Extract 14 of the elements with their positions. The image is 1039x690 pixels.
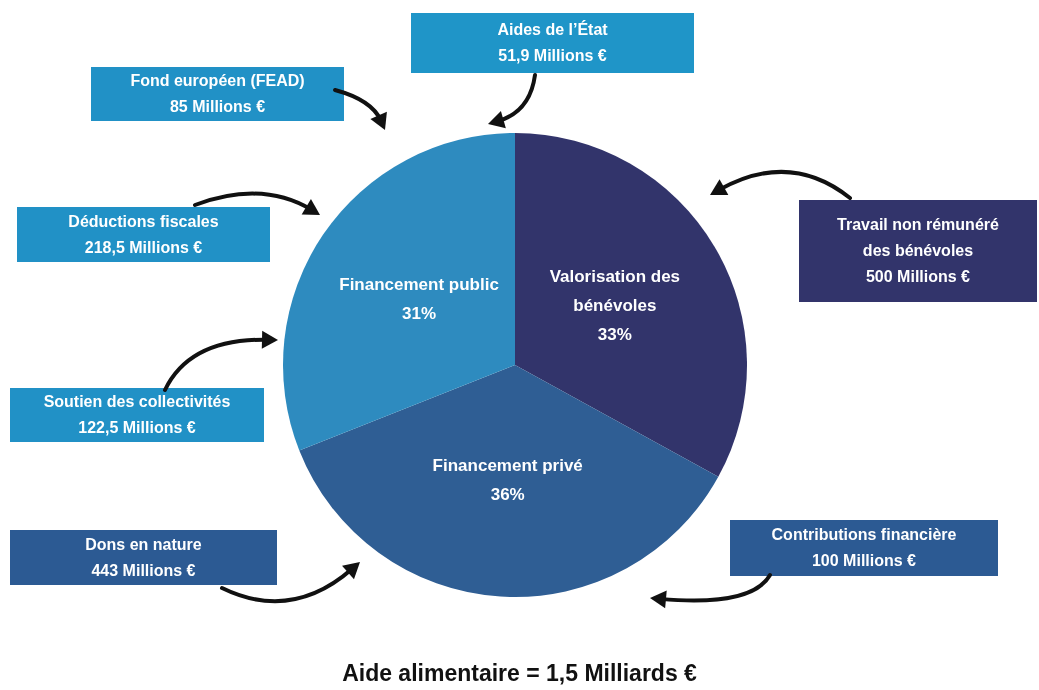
data-label: 36% bbox=[490, 484, 525, 504]
slice-label: Financement public bbox=[339, 274, 499, 294]
data-label: 33% bbox=[597, 324, 632, 344]
text: Travail non rémunéré des bénévoles 500 Millions € bbox=[799, 200, 1037, 302]
slice-label: Valorisation des bénévoles bbox=[549, 266, 681, 315]
text: Aides de l’État 51,9 Millions € bbox=[411, 13, 694, 73]
text: Soutien des collectivités 122,5 Millions € bbox=[10, 388, 264, 442]
text: Dons en nature 443 Millions € bbox=[10, 530, 277, 585]
data-label: 31% bbox=[402, 303, 437, 323]
slice-label: Financement privé bbox=[432, 455, 583, 475]
text: Aide alimentaire = 1,5 Milliards € bbox=[341, 660, 698, 687]
text: Déductions fiscales 218,5 Millions € bbox=[17, 207, 270, 262]
text: Fond européen (FEAD) 85 Millions € bbox=[91, 67, 344, 121]
text: Contributions financière 100 Millions € bbox=[730, 520, 998, 576]
